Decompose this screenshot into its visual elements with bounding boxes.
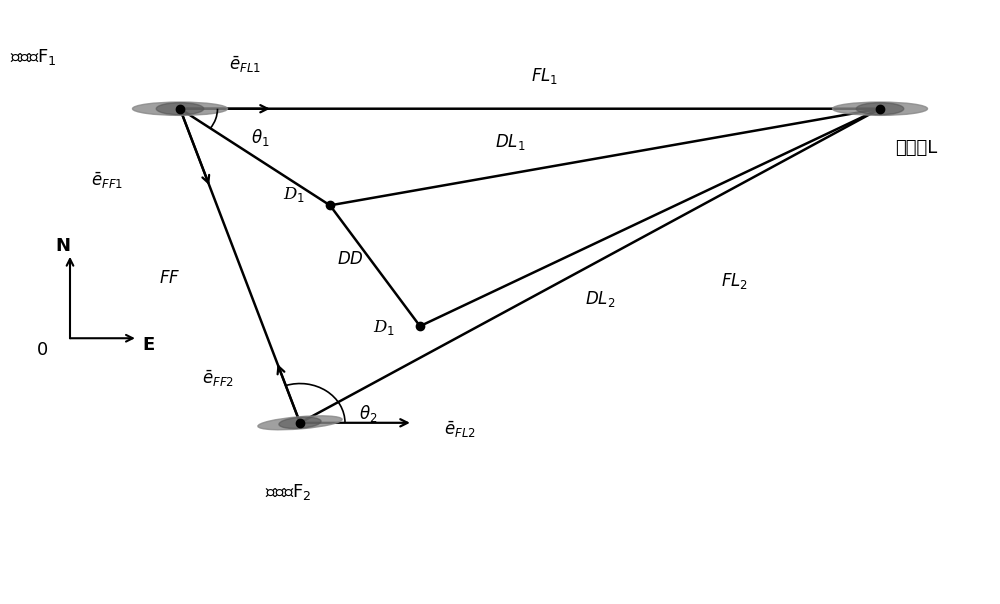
Text: $\theta_1$: $\theta_1$ [251, 127, 269, 148]
Ellipse shape [156, 103, 204, 115]
Text: $\bar{e}_{FL1}$: $\bar{e}_{FL1}$ [229, 54, 261, 75]
Text: $FL_1$: $FL_1$ [531, 65, 559, 86]
Text: $FL_2$: $FL_2$ [721, 271, 749, 291]
Text: N: N [56, 237, 70, 255]
Text: $\bar{e}_{FF1}$: $\bar{e}_{FF1}$ [91, 171, 123, 191]
Ellipse shape [856, 103, 904, 115]
Text: $DL_1$: $DL_1$ [495, 132, 525, 152]
Text: 跟随者F$_2$: 跟随者F$_2$ [265, 482, 312, 503]
Ellipse shape [132, 102, 228, 115]
Text: 领航者L: 领航者L [895, 139, 937, 157]
Text: $\bar{e}_{FL2}$: $\bar{e}_{FL2}$ [444, 420, 476, 440]
Ellipse shape [258, 416, 342, 430]
Ellipse shape [279, 417, 321, 428]
Text: D$_1$: D$_1$ [283, 185, 305, 204]
Text: 跟随者F$_1$: 跟随者F$_1$ [10, 47, 57, 68]
Text: 0: 0 [36, 341, 48, 359]
Text: $DL_2$: $DL_2$ [585, 289, 615, 309]
Ellipse shape [832, 102, 928, 115]
Text: D$_1$: D$_1$ [373, 318, 395, 338]
Text: E: E [142, 336, 154, 355]
Text: $FF$: $FF$ [159, 269, 181, 287]
Text: $DD$: $DD$ [337, 249, 363, 268]
Text: $\bar{e}_{FF2}$: $\bar{e}_{FF2}$ [202, 368, 234, 389]
Text: $\theta_2$: $\theta_2$ [359, 403, 377, 423]
